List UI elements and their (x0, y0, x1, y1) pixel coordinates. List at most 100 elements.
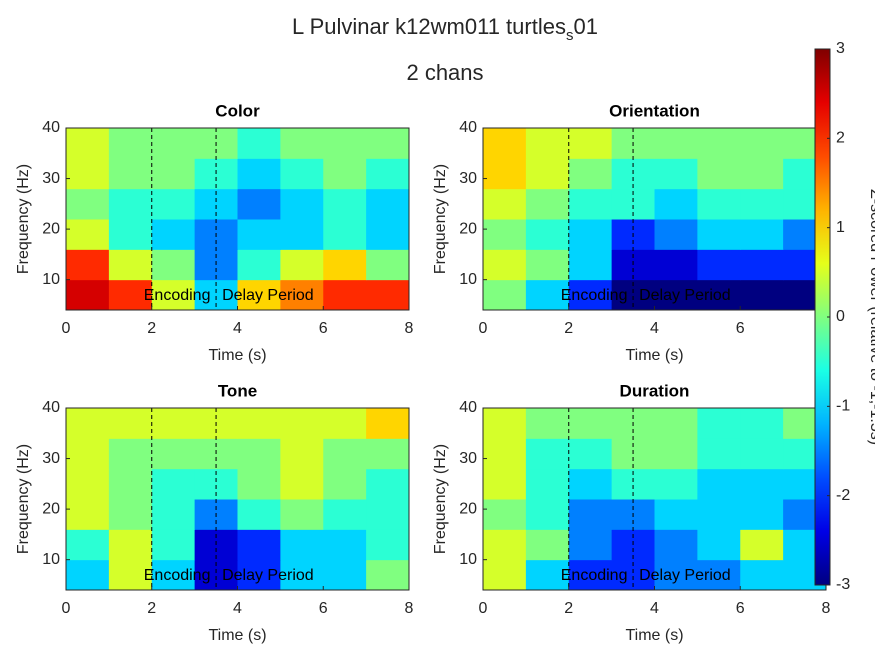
heat-cell (66, 438, 110, 470)
heat-cell (483, 559, 527, 591)
heat-cell (525, 128, 570, 159)
heat-cell (697, 408, 741, 439)
y-tick-label: 10 (42, 271, 60, 288)
heat-cell (654, 499, 698, 530)
heat-cell (280, 468, 324, 500)
event-label: Delay Period (222, 287, 314, 304)
x-tick-label: 6 (319, 320, 328, 337)
heat-cell (697, 438, 741, 470)
heat-cell (280, 438, 324, 470)
x-tick-label: 0 (479, 600, 488, 617)
x-axis-label: Time (s) (625, 627, 683, 644)
heat-cell (568, 219, 613, 250)
heat-cell (483, 158, 527, 190)
title-tail: 01 (573, 14, 597, 39)
heat-cell (237, 279, 281, 311)
event-label: Encoding (561, 287, 628, 304)
heat-cell (151, 408, 196, 439)
heat-cell (568, 529, 613, 561)
heat-cell (654, 188, 698, 220)
heat-cell (525, 529, 570, 561)
heat-cell (237, 499, 281, 530)
heat-cell (151, 219, 196, 250)
heat-cell (280, 219, 324, 250)
heat-cell (697, 279, 741, 311)
colorbar-tick-label: -1 (836, 398, 850, 415)
x-tick-label: 0 (479, 320, 488, 337)
heat-cell (483, 408, 527, 439)
heat-cell (237, 128, 281, 159)
heat-cell (366, 128, 410, 159)
title-main: L Pulvinar k12wm011 turtles (292, 14, 566, 39)
heat-cell (108, 188, 153, 220)
heat-cell (525, 219, 570, 250)
heat-cell (280, 188, 324, 220)
colorbar-label: Z-scored Power (relative to -1,-1.5s) (867, 189, 875, 445)
heat-cell (740, 188, 784, 220)
y-tick-label: 40 (459, 119, 477, 136)
heat-cell (697, 249, 741, 281)
heat-cell (654, 249, 698, 281)
heat-cell (568, 438, 613, 470)
heat-cell (323, 529, 367, 561)
x-tick-label: 6 (319, 600, 328, 617)
heat-cell (237, 468, 281, 500)
heat-cell (66, 279, 110, 311)
x-tick-label: 4 (233, 320, 242, 337)
heat-cell (151, 468, 196, 500)
heat-cell (568, 188, 613, 220)
y-tick-label: 20 (42, 500, 60, 517)
colorbar-tick-label: -3 (836, 576, 850, 593)
heat-cell (366, 438, 410, 470)
heat-cell (740, 279, 784, 311)
heat-cell (280, 499, 324, 530)
y-tick-label: 30 (42, 450, 60, 467)
heat-cell (66, 559, 110, 591)
heat-cell (280, 408, 324, 439)
x-tick-label: 4 (650, 320, 659, 337)
event-label: Delay Period (222, 567, 314, 584)
heat-cell (66, 128, 110, 159)
heat-cell (108, 499, 153, 530)
heat-cell (323, 219, 367, 250)
heat-cell (654, 219, 698, 250)
heat-cell (280, 279, 324, 311)
heat-cell (108, 468, 153, 500)
heat-cell (525, 468, 570, 500)
heat-cell (151, 279, 196, 311)
y-tick-label: 10 (459, 551, 477, 568)
y-tick-label: 30 (459, 170, 477, 187)
heat-cell (483, 499, 527, 530)
colorbar-tick-label: 1 (836, 219, 845, 236)
heat-cell (66, 188, 110, 220)
heat-cell (525, 559, 570, 591)
heat-cell (654, 468, 698, 500)
heat-cell (740, 468, 784, 500)
heat-cell (525, 158, 570, 190)
heat-cell (237, 249, 281, 281)
heat-cell (568, 408, 613, 439)
heat-cell (151, 499, 196, 530)
heat-cell (483, 438, 527, 470)
event-label: Encoding (561, 567, 628, 584)
x-tick-label: 0 (62, 320, 71, 337)
y-tick-label: 30 (42, 170, 60, 187)
heat-cell (654, 158, 698, 190)
heat-cell (654, 128, 698, 159)
heat-cell (654, 438, 698, 470)
x-tick-label: 0 (62, 600, 71, 617)
heat-cell (525, 499, 570, 530)
heat-cell (108, 249, 153, 281)
heat-cell (483, 279, 527, 311)
x-tick-label: 6 (736, 320, 745, 337)
heat-cell (323, 438, 367, 470)
x-tick-label: 2 (147, 600, 156, 617)
y-tick-label: 20 (459, 220, 477, 237)
heat-cell (151, 188, 196, 220)
panel-title: Orientation (609, 101, 700, 120)
heat-cell (323, 468, 367, 500)
heat-cell (151, 438, 196, 470)
heat-cell (483, 188, 527, 220)
y-tick-label: 10 (459, 271, 477, 288)
